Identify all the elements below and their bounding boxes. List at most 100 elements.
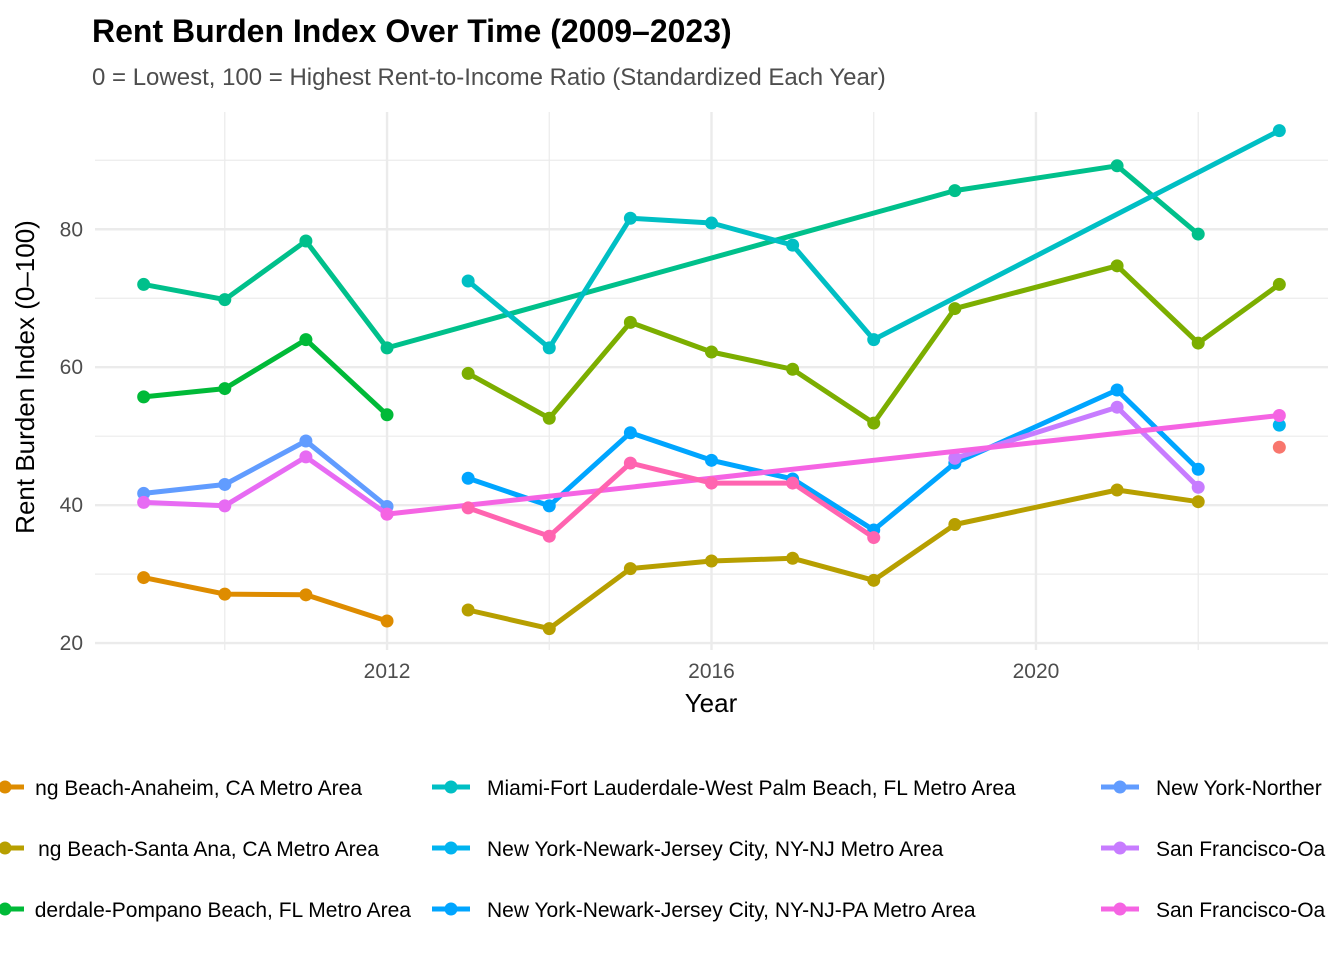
data-point: [1272, 408, 1286, 422]
data-point: [1110, 259, 1124, 273]
series: [461, 456, 881, 545]
legend-key-point: [0, 780, 12, 794]
data-point: [461, 471, 475, 485]
series-line: [143, 438, 389, 509]
data-point: [1191, 336, 1205, 350]
legend-label: San Francisco-Oa: [1156, 838, 1326, 861]
data-point: [786, 551, 800, 565]
data-point: [623, 211, 637, 225]
legend-key-point: [444, 841, 458, 855]
legend-item: New York-Newark-Jersey City, NY-NJ-PA Me…: [432, 899, 976, 922]
data-point: [623, 456, 637, 470]
series: [948, 400, 1205, 494]
data-point: [1191, 480, 1205, 494]
y-tick-label: 20: [60, 632, 83, 655]
legend-key-point: [1113, 902, 1127, 916]
data-point: [1272, 124, 1286, 138]
data-point: [705, 554, 718, 568]
legend-key-point: [1113, 841, 1127, 855]
chart-title: Rent Burden Index Over Time (2009–2023): [92, 13, 732, 49]
data-point: [948, 184, 962, 198]
x-tick-label: 2020: [1013, 660, 1060, 683]
data-point: [380, 507, 394, 521]
series-line: [143, 454, 389, 517]
data-point: [623, 426, 637, 440]
legend-label: San Francisco-Oa: [1156, 899, 1326, 922]
data-point: [948, 302, 962, 316]
data-point: [1272, 418, 1286, 432]
data-point: [380, 341, 394, 355]
series-line: [143, 163, 1200, 351]
data-point: [1272, 277, 1286, 291]
data-point: [623, 562, 637, 576]
data-point: [542, 411, 556, 425]
data-point: [786, 476, 800, 490]
data-point: [623, 315, 637, 329]
grid-lines: [95, 112, 1328, 650]
data-point: [461, 501, 475, 515]
y-tick-label: 40: [60, 494, 83, 517]
data-point: [137, 571, 151, 585]
legend-item: derdale-Pompano Beach, FL Metro Area: [0, 899, 411, 922]
legend-key-point: [444, 902, 458, 916]
series: [137, 159, 1205, 355]
data-point: [705, 453, 718, 467]
x-tick-label: 2016: [688, 660, 735, 683]
data-point: [542, 499, 556, 513]
y-tick-label: 60: [60, 356, 83, 379]
series: [461, 124, 1286, 355]
data-point: [948, 517, 962, 531]
legend-label: ng Beach-Santa Ana, CA Metro Area: [38, 838, 379, 861]
data-point: [786, 238, 800, 252]
legend-key-point: [0, 902, 12, 916]
series: [1272, 418, 1286, 432]
data-point: [867, 416, 881, 430]
data-point: [542, 529, 556, 543]
legend: ng Beach-Anaheim, CA Metro Area ng Beach-…: [0, 777, 1326, 922]
data-point: [137, 495, 151, 509]
data-point: [1110, 400, 1124, 414]
legend-label: New York-Norther: [1156, 777, 1322, 800]
data-point: [867, 333, 881, 347]
data-point: [705, 476, 718, 490]
data-point: [137, 486, 151, 500]
series-line: [143, 337, 389, 417]
legend-item: Miami-Fort Lauderdale-West Palm Beach, F…: [432, 777, 1016, 800]
data-point: [948, 451, 962, 465]
data-point: [867, 573, 881, 587]
series: [137, 571, 394, 628]
data-point: [218, 499, 232, 513]
chart-subtitle: 0 = Lowest, 100 = Highest Rent-to-Income…: [92, 64, 886, 91]
y-tick-label: 80: [60, 218, 83, 241]
data-point: [867, 531, 881, 545]
series: [461, 483, 1205, 636]
data-point: [218, 587, 232, 601]
data-point: [137, 277, 151, 291]
data-point: [218, 477, 232, 491]
data-point: [299, 234, 313, 248]
legend-item: ng Beach-Santa Ana, CA Metro Area: [0, 838, 379, 861]
series: [137, 333, 394, 422]
data-point: [137, 390, 151, 404]
data-point: [1110, 159, 1124, 173]
data-point: [218, 382, 232, 396]
legend-key-point: [0, 841, 12, 855]
data-point: [542, 341, 556, 355]
legend-item: San Francisco-Oa: [1101, 899, 1326, 922]
y-axis-title: Rent Burden Index (0–100): [10, 220, 40, 534]
data-point: [380, 408, 394, 422]
legend-item: New York-Norther: [1101, 777, 1322, 800]
data-point: [299, 434, 313, 448]
legend-label: ng Beach-Anaheim, CA Metro Area: [35, 777, 362, 800]
legend-label: New York-Newark-Jersey City, NY-NJ Metro…: [487, 838, 944, 861]
x-axis-title: Year: [685, 688, 738, 718]
series: [1272, 440, 1286, 454]
legend-key-point: [444, 780, 458, 794]
legend-item: New York-Newark-Jersey City, NY-NJ Metro…: [432, 838, 944, 861]
x-tick-label: 2012: [364, 660, 411, 683]
data-point: [299, 588, 313, 602]
data-point: [461, 274, 475, 288]
data-point: [380, 614, 394, 628]
